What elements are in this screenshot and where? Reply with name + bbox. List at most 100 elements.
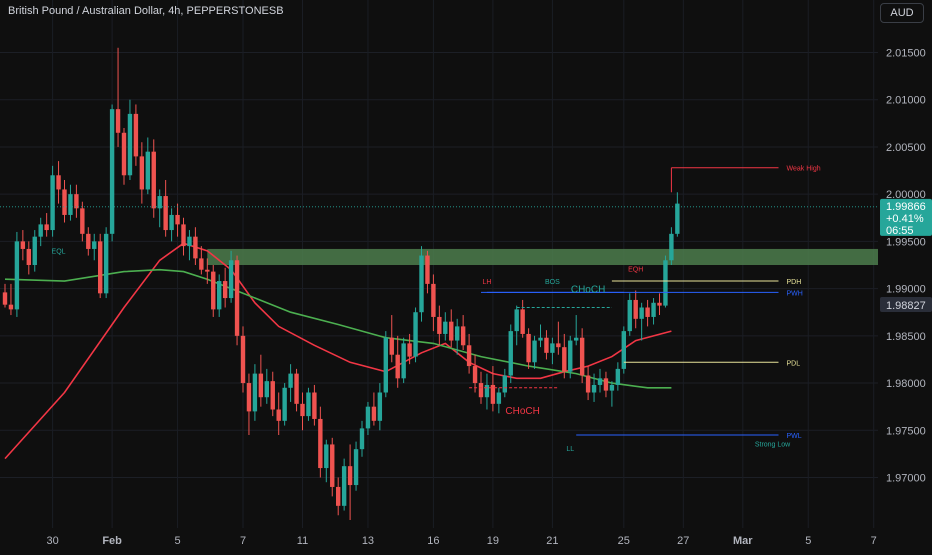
level-label: PDH [787,279,802,286]
x-tick-label: Feb [102,535,122,547]
y-tick-label: 1.98500 [886,331,926,343]
current-price-badge [880,198,932,236]
structure-annotation: LH [482,279,491,286]
candle-body [8,304,14,310]
candle-body [359,428,365,450]
y-tick-label: 2.01500 [886,48,926,60]
candle-body [336,486,341,506]
candle-body [151,151,156,209]
candle-body [395,354,400,379]
candle-body [163,196,168,231]
x-tick-label: 13 [362,535,374,547]
currency-button[interactable]: AUD [880,3,924,23]
candle-body [669,233,674,261]
candle-body [532,340,537,363]
candle-body [538,337,543,341]
candle-body [455,326,460,341]
candle-body [32,236,37,265]
candle-body [383,337,388,393]
candle-body [401,343,406,379]
candle-body [657,302,662,306]
candle-body [330,444,335,487]
candle-body [175,214,180,225]
x-tick-label: 11 [297,535,308,547]
candle-body [341,466,347,506]
y-axis: 2.01500 2.01000 2.00500 2.00000 1.99500 1.990… [886,48,926,485]
candle-body [193,236,198,259]
candle-body [282,387,287,421]
candle-body [139,156,145,190]
candle-body [627,299,632,332]
candle-body [603,378,609,391]
structure-annotation: EQL [52,249,66,256]
x-tick-label: 27 [677,535,689,547]
candle-body [419,255,424,313]
candle-body [127,113,133,176]
candle-body [312,392,317,419]
candle-body [157,196,162,209]
candle-body [181,224,186,247]
candle-body [38,224,43,237]
level-label: PWH [787,290,803,297]
candle-body [544,337,549,353]
candle-body [663,260,668,306]
candle-body [324,444,329,469]
x-tick-label: 5 [805,535,811,547]
candle-body [484,384,490,398]
candle-body [526,333,531,363]
candle-body [579,337,585,376]
candle-body [389,337,394,355]
candle-body [568,340,573,372]
current-price-label: 1.99866 [886,201,926,213]
candle-body [217,281,222,310]
structure-annotation: EQH [628,267,643,274]
candle-body [609,384,615,391]
candle-body [294,373,299,404]
candle-body [86,233,91,249]
candle-body [443,321,448,334]
candle-body [44,224,49,231]
candle-body [365,406,371,429]
candle-body [449,321,454,341]
x-tick-label: 5 [174,535,180,547]
candle-body [50,175,55,231]
y-tick-label: 2.01000 [886,95,926,107]
candle-body [80,208,85,234]
candle-body [574,337,579,341]
candle-body [264,381,269,398]
candle-body [92,241,97,249]
candle-body [288,373,293,388]
candle-body [371,406,377,421]
candle-body [508,331,513,376]
candle-body [466,345,472,367]
level-label: Weak High [787,166,821,173]
y-tick-label: 1.97000 [886,473,926,485]
candle-body [145,151,150,190]
candle-body [639,307,644,319]
zone-rectangle [207,248,879,265]
candle-body [615,368,621,385]
candle-body [187,236,192,247]
candle-body [2,292,8,305]
candle-body [353,449,359,486]
candle-body [205,269,210,272]
marker-price-badge [880,296,932,312]
candle-body [228,260,234,299]
y-tick-label: 2.00500 [886,142,926,154]
candle-body [103,233,109,294]
candle-body [169,214,174,231]
structure-annotation: CHoCH [571,284,605,295]
candle-body [199,258,204,270]
y-tick-label: 1.98000 [886,378,926,390]
candle-body [520,309,525,334]
candle-body [645,307,650,317]
candle-body [460,326,466,346]
candle-body [56,175,61,190]
candle-body [14,241,20,310]
x-tick-label: 21 [546,535,558,547]
x-tick-label: 7 [871,535,877,547]
level-label: PDL [787,360,801,367]
